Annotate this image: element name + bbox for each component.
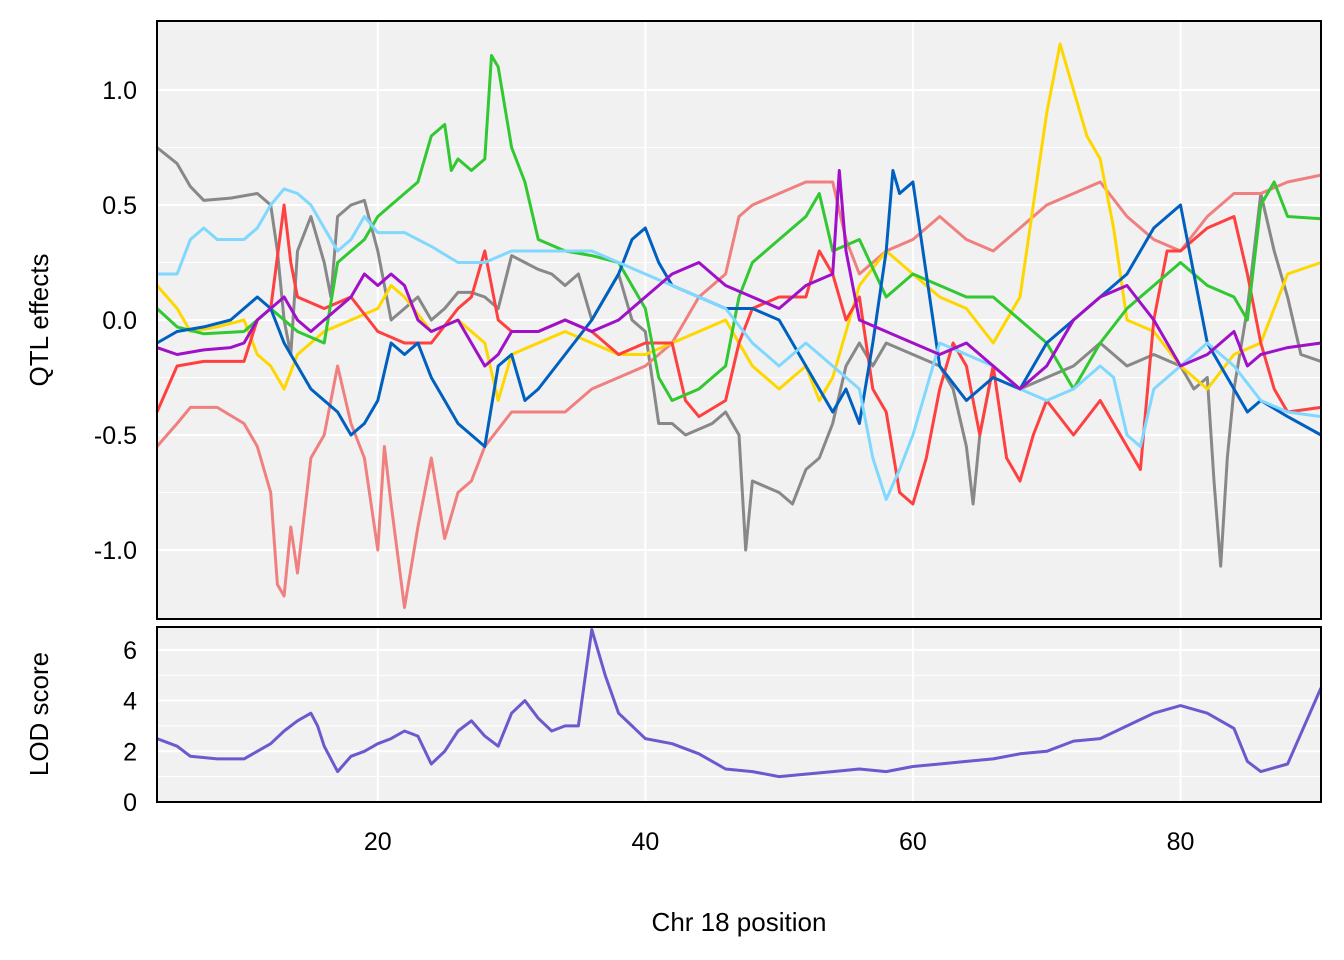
effects-y-tick-label: 0.0 bbox=[102, 307, 137, 335]
lod-panel-border bbox=[156, 626, 1322, 803]
x-tick-label: 20 bbox=[364, 828, 392, 856]
effects-y-tick-label: 0.5 bbox=[102, 192, 137, 220]
x-tick-label: 40 bbox=[631, 828, 659, 856]
effects-series-line-6 bbox=[157, 187, 1322, 501]
effects-series-line-7 bbox=[156, 169, 1322, 391]
x-tick-labels: 20 40 60 80 bbox=[364, 828, 1195, 856]
lod-y-tick-labels: 0 2 4 6 bbox=[123, 637, 137, 817]
effects-series-group bbox=[155, 42, 1322, 609]
x-axis-label: Chr 18 position bbox=[652, 907, 827, 937]
x-tick-label: 80 bbox=[1167, 828, 1195, 856]
effects-y-tick-label: -1.0 bbox=[94, 537, 137, 565]
lod-series-line-0 bbox=[156, 628, 1323, 779]
lod-y-tick-label: 4 bbox=[123, 688, 137, 716]
effects-y-tick-label: 1.0 bbox=[102, 77, 137, 105]
effects-y-tick-labels: 1.0 0.5 0.0 -0.5 -1.0 bbox=[94, 77, 137, 565]
lod-panel-background bbox=[157, 627, 1321, 802]
lod-y-axis-label: LOD score bbox=[24, 652, 54, 776]
lod-y-tick-label: 0 bbox=[123, 789, 137, 817]
effects-y-axis-label: QTL effects bbox=[24, 254, 54, 387]
effects-series-line-0 bbox=[156, 146, 1322, 568]
effects-y-tick-label: -0.5 bbox=[94, 422, 137, 450]
lod-y-tick-label: 2 bbox=[123, 738, 137, 766]
lod-series-group bbox=[156, 628, 1323, 779]
effects-series-line-1 bbox=[155, 173, 1322, 609]
effects-panel-border bbox=[156, 20, 1322, 620]
x-tick-label: 60 bbox=[899, 828, 927, 856]
effects-series-line-3 bbox=[155, 203, 1322, 506]
effects-series-line-4 bbox=[155, 54, 1322, 402]
lod-y-tick-label: 6 bbox=[123, 637, 137, 665]
